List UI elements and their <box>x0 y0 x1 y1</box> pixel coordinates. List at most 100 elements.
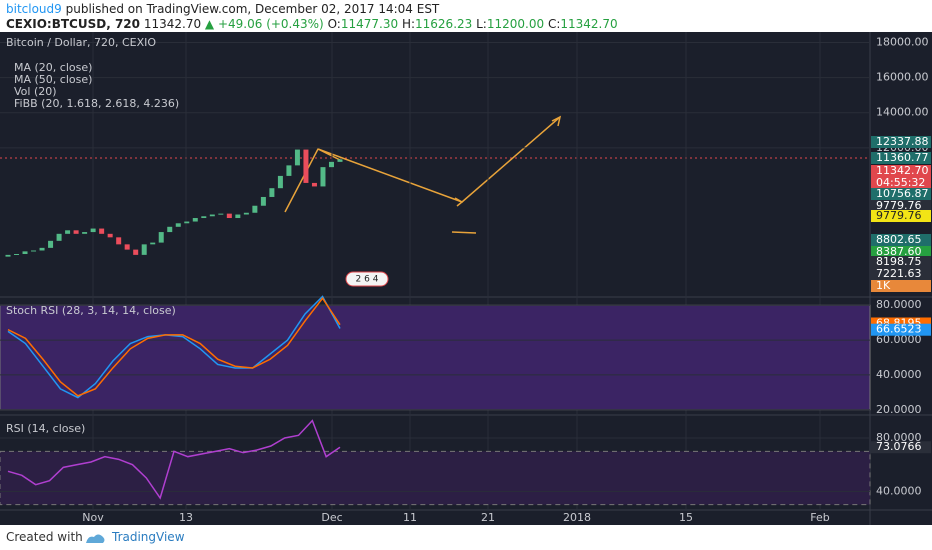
price-label-box <box>871 256 931 268</box>
candle <box>269 188 275 197</box>
indicator-line <box>7 419 341 500</box>
candle <box>167 226 173 233</box>
candle <box>328 161 334 168</box>
author[interactable]: bitcloud9 <box>6 2 62 16</box>
drawn-mark <box>451 231 477 234</box>
candle <box>48 240 54 248</box>
candle <box>107 233 113 238</box>
candle <box>286 165 292 176</box>
y-tick-label: 16000.00 <box>876 71 929 84</box>
legend-item: MA (50, close) <box>14 73 92 86</box>
time-label: 21 <box>481 511 495 524</box>
price-label: 11342.70 <box>876 164 929 177</box>
band <box>0 450 871 506</box>
price-label: 7221.63 <box>876 267 922 280</box>
annotations <box>284 115 562 234</box>
candle <box>260 196 266 206</box>
value-label: 66.6523 <box>876 323 922 336</box>
candle <box>39 247 45 251</box>
badge: 2 6 4 <box>356 275 379 285</box>
candle <box>320 167 326 187</box>
ohlc-label: O: <box>327 17 341 31</box>
last: 11342.70 <box>143 17 202 31</box>
value-label: 73.0766 <box>876 440 922 453</box>
publish-line: bitcloud9 published on TradingView.com, … <box>6 2 439 16</box>
y-tick-label: 80.0000 <box>876 431 922 444</box>
candle <box>65 230 71 234</box>
y-tick-label: 60.0000 <box>876 333 922 346</box>
legend-item: FiBB (20, 1.618, 2.618, 4.236) <box>14 97 179 110</box>
candle <box>133 249 139 255</box>
candle <box>294 149 300 166</box>
candle <box>158 232 164 243</box>
price-label-box <box>871 246 931 258</box>
price-label: 10756.87 <box>876 187 929 200</box>
candle <box>184 221 190 224</box>
ohlc-label: L: <box>476 17 487 31</box>
price-label-box <box>871 200 931 212</box>
value-label-box <box>871 441 931 454</box>
candle <box>5 254 11 257</box>
symbol: CEXIO:BTCUSD, 720 <box>6 17 140 31</box>
band <box>0 304 871 411</box>
y-tick-label: 40.0000 <box>876 484 922 497</box>
ohlc-value: 11626.23 <box>415 17 473 31</box>
candle <box>150 242 156 245</box>
price-label: 12337.88 <box>876 135 929 148</box>
y-tick-label: 20.0000 <box>876 403 922 416</box>
pane-title: Stoch RSI (28, 3, 14, 14, close) <box>6 304 176 317</box>
candle <box>90 228 96 233</box>
time-label: 2018 <box>563 511 591 524</box>
candle <box>192 218 198 222</box>
symbol-line: CEXIO:BTCUSD, 720 11342.70 ▲ +49.06 (+0.… <box>6 17 618 31</box>
legend-item: MA (20, close) <box>14 61 92 74</box>
candle <box>201 216 207 219</box>
logo <box>86 534 105 543</box>
value-label-box <box>871 323 931 336</box>
pane-title: RSI (14, close) <box>6 422 85 435</box>
change: ▲ +49.06 (+0.43%) <box>204 17 324 31</box>
ohlc-value: 11200.00 <box>486 17 545 31</box>
y-tick-label: 14000.00 <box>876 106 929 119</box>
candle <box>243 212 249 215</box>
ohlc-label: H: <box>401 17 416 31</box>
candle <box>209 214 215 217</box>
time-label: Feb <box>810 511 829 524</box>
price-label: 9779.76 <box>876 209 922 222</box>
candle <box>14 254 20 256</box>
candle <box>226 213 232 219</box>
price-label-box <box>871 280 931 292</box>
candle <box>22 251 28 255</box>
background <box>0 32 932 525</box>
price-label: 8198.75 <box>876 255 922 268</box>
price-label-box <box>871 165 931 177</box>
time-label: 15 <box>679 511 693 524</box>
created: Created with <box>6 530 83 544</box>
price-label-box <box>871 188 931 200</box>
candle <box>218 213 224 215</box>
ohlc-label: C: <box>547 17 561 31</box>
indicator-line <box>7 296 341 397</box>
candle <box>99 228 105 234</box>
price-label: 8387.60 <box>876 245 922 258</box>
candle <box>56 233 62 241</box>
brand[interactable]: TradingView <box>112 530 185 544</box>
price-label-box <box>871 234 931 246</box>
price-label: 8802.65 <box>876 233 922 246</box>
published: published on TradingView.com, December 0… <box>65 2 440 16</box>
indicator-line <box>7 295 341 399</box>
badge-box[interactable] <box>345 271 389 287</box>
pane-title: Bitcoin / Dollar, 720, CEXIO <box>6 36 156 49</box>
header: bitcloud9 published on TradingView.com, … <box>0 0 932 32</box>
time-label: Dec <box>321 511 342 524</box>
time-label: 13 <box>179 511 193 524</box>
candle <box>303 149 309 183</box>
arrow-head <box>454 197 464 207</box>
price-label-box <box>871 136 931 148</box>
price-label-box <box>871 177 931 189</box>
price-label: 04:55:32 <box>876 176 925 189</box>
time-label: 11 <box>403 511 417 524</box>
price-label: 9779.76 <box>876 199 922 212</box>
footer: Created with TradingView <box>0 525 932 550</box>
